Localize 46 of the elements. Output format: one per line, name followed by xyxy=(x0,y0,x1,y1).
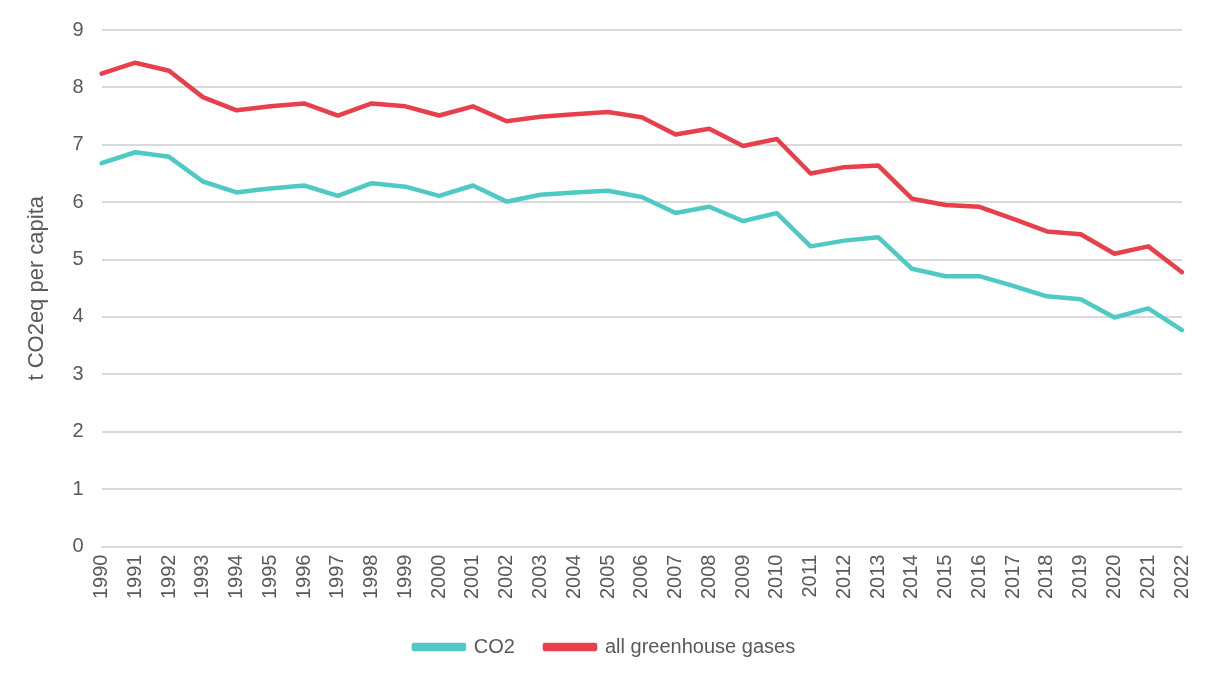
x-tick-label: 1993 xyxy=(190,554,213,600)
x-tick-label: 2017 xyxy=(1000,554,1023,600)
x-tick-label: 2010 xyxy=(764,554,787,600)
x-tick-label: 1995 xyxy=(257,554,280,600)
y-tick-label: 3 xyxy=(72,361,84,384)
x-tick-label: 2013 xyxy=(865,554,888,600)
x-tick-label: 2022 xyxy=(1169,554,1192,600)
x-tick-label: 2020 xyxy=(1101,554,1124,600)
y-tick-label: 7 xyxy=(72,132,84,155)
x-tick-label: 2012 xyxy=(831,554,854,600)
x-tick-label: 1999 xyxy=(392,554,415,600)
x-tick-label: 1997 xyxy=(325,554,348,600)
x-tick-label: 2001 xyxy=(460,554,483,600)
x-tick-label: 1990 xyxy=(89,554,112,600)
y-tick-label: 1 xyxy=(72,476,84,499)
x-tick-label: 2006 xyxy=(629,554,652,600)
x-tick-label: 2003 xyxy=(527,554,550,600)
legend-label: all greenhouse gases xyxy=(604,634,796,657)
x-tick-label: 1994 xyxy=(224,554,247,600)
x-tick-label: 2019 xyxy=(1068,554,1091,600)
x-tick-label: 1996 xyxy=(291,554,314,600)
x-tick-label: 2009 xyxy=(730,554,753,600)
x-tick-label: 2005 xyxy=(595,554,618,600)
y-tick-label: 2 xyxy=(72,419,84,442)
x-tick-label: 1992 xyxy=(156,554,179,600)
x-tick-label: 2004 xyxy=(561,554,584,600)
x-tick-label: 1998 xyxy=(359,554,382,600)
y-tick-label: 4 xyxy=(72,304,84,327)
x-tick-label: 2008 xyxy=(696,554,719,600)
x-tick-label: 2002 xyxy=(494,554,517,600)
x-tick-label: 2016 xyxy=(966,554,989,600)
x-tick-label: 2018 xyxy=(1034,554,1057,600)
x-tick-label: 2000 xyxy=(426,554,449,600)
x-tick-label: 2007 xyxy=(663,554,686,600)
y-tick-label: 8 xyxy=(72,74,84,97)
y-tick-label: 0 xyxy=(72,534,84,557)
x-tick-label: 1991 xyxy=(122,554,145,600)
legend-label: CO2 xyxy=(473,634,515,657)
y-tick-label: 6 xyxy=(72,189,84,212)
y-tick-label: 9 xyxy=(72,17,84,40)
x-tick-label: 2015 xyxy=(933,554,956,600)
y-tick-label: 5 xyxy=(72,247,84,270)
x-tick-label: 2021 xyxy=(1135,554,1158,600)
y-axis-title: t CO2eq per capita xyxy=(23,195,49,381)
x-tick-label: 2011 xyxy=(798,554,821,598)
x-tick-label: 2014 xyxy=(899,554,922,600)
